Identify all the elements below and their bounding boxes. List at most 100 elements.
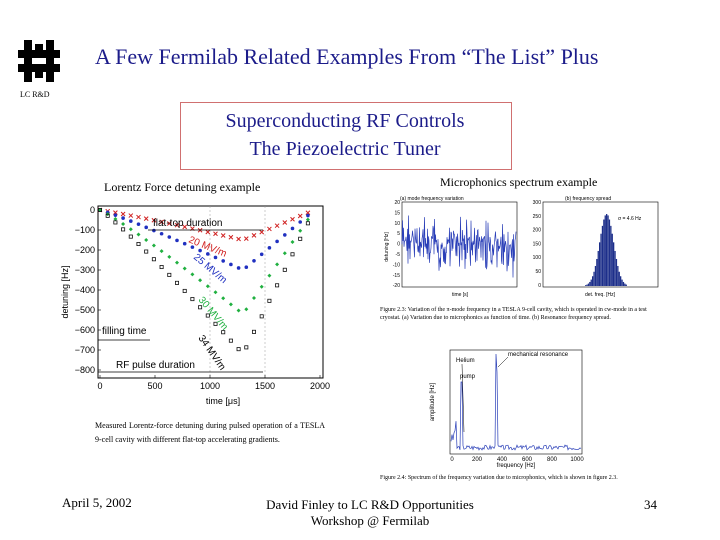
microphonics-caption: Microphonics spectrum example xyxy=(440,175,598,189)
y-tick-label: 0 xyxy=(90,205,95,215)
y-tick-label: 200 xyxy=(533,228,542,234)
y-tick-label: 15 xyxy=(394,210,400,216)
microphonics-time-plot: (a) mode frequency variation (b) frequen… xyxy=(384,196,659,298)
g20-point xyxy=(228,234,234,240)
g30-point xyxy=(259,284,264,289)
g34-point xyxy=(213,321,218,326)
frequency-histogram xyxy=(585,214,627,286)
svg-text:amplitude [Hz]: amplitude [Hz] xyxy=(430,382,436,421)
g30-point xyxy=(213,290,218,295)
org-tag: LC R&D xyxy=(20,90,50,99)
g30-point xyxy=(275,262,280,267)
g25-point xyxy=(121,216,125,220)
g34-point xyxy=(221,330,226,335)
topic-line-2: The Piezoelectric Tuner xyxy=(249,138,441,160)
g30-point xyxy=(167,254,172,259)
svg-text:time [s]: time [s] xyxy=(452,292,469,298)
y-tick-label: 0 xyxy=(397,242,400,248)
g20-point xyxy=(143,216,149,222)
g20-point xyxy=(213,231,218,237)
g30-point xyxy=(128,227,133,232)
footer-line-2: Workshop @ Fermilab xyxy=(310,513,430,528)
x-tick-label: 0 xyxy=(450,457,454,463)
detuning-trace xyxy=(401,215,517,278)
pump-label: pump xyxy=(460,374,476,380)
topic-box xyxy=(180,102,512,170)
g34-point xyxy=(159,265,164,270)
g34-point xyxy=(190,297,195,302)
x-tick-label: 500 xyxy=(147,381,162,391)
g20-point xyxy=(297,213,303,219)
microphonics-spectrum-plot: 0 200 400 600 800 1000 amplitude [Hz] frequen… xyxy=(430,349,584,469)
g34-point xyxy=(228,338,233,343)
svg-text:det. freq. [Hz]: det. freq. [Hz] xyxy=(585,292,616,298)
slide-footer: David Finley to LC R&D Opportunities Wor… xyxy=(250,497,490,529)
y-tick-label: −200 xyxy=(75,245,95,255)
g25-point xyxy=(129,219,133,223)
g34-point xyxy=(236,347,241,352)
g34-point xyxy=(298,236,303,241)
g20-point xyxy=(267,226,272,232)
g20-point xyxy=(182,224,188,230)
y-tick-label: 20 xyxy=(394,200,400,206)
g30-point xyxy=(121,222,126,227)
y-tick-label: -15 xyxy=(393,273,400,279)
svg-text:detuning [Hz]: detuning [Hz] xyxy=(384,232,390,262)
y-tick-label: −300 xyxy=(75,265,95,275)
g34-point xyxy=(290,252,295,257)
rf-pulse-label: RF pulse duration xyxy=(116,360,195,371)
y-tick-label: 0 xyxy=(538,283,541,289)
g34-point xyxy=(205,313,210,318)
lorentz-detuning-plot: 0 −100 −200 −300 −400 −500 −600 −700 −800 0 500 10… xyxy=(60,205,330,406)
slide-title: A Few Fermilab Related Examples From “Th… xyxy=(95,44,599,69)
g25-point xyxy=(275,239,279,244)
filling-time-label: filling time xyxy=(102,326,147,337)
g34-point xyxy=(113,220,118,225)
g34-point xyxy=(275,283,280,288)
g30-point xyxy=(290,240,295,244)
g30-point xyxy=(144,238,149,243)
g20-point xyxy=(282,220,288,225)
g30-point xyxy=(151,243,156,248)
g34-point xyxy=(244,345,249,350)
g34-point xyxy=(136,242,141,247)
g34-point xyxy=(182,288,187,293)
microphonics-caption-a: Figure 2.3: Variation of the π-mode freq… xyxy=(380,307,647,321)
g34-point xyxy=(259,314,264,319)
g20-point xyxy=(166,221,172,226)
g30-point xyxy=(198,278,203,283)
spectrum-trace xyxy=(450,353,582,451)
g20-point xyxy=(251,233,257,238)
g30-point xyxy=(252,296,256,300)
g20-point xyxy=(259,229,265,235)
g34-point xyxy=(144,249,149,254)
g34-point xyxy=(305,221,310,226)
x-tick-label: 2000 xyxy=(310,381,330,391)
g25-point xyxy=(290,226,295,231)
panel-a-title: (a) mode frequency variation xyxy=(400,196,464,202)
g20-point xyxy=(113,210,118,215)
g30-point xyxy=(305,217,310,222)
x-tick-label: 0 xyxy=(97,381,102,391)
g34-point xyxy=(121,227,126,232)
y-tick-label: 50 xyxy=(535,269,541,275)
lorentz-figure-caption: Measured Lorentz-force detuning during p… xyxy=(95,421,325,444)
g25-point xyxy=(244,265,249,270)
flat-top-label: flat-top duration xyxy=(153,218,223,229)
y-tick-label: -5 xyxy=(396,252,401,258)
g34-point xyxy=(151,257,156,262)
g25-point xyxy=(182,241,187,246)
g25-point xyxy=(283,233,287,237)
svg-text:frequency [Hz]: frequency [Hz] xyxy=(497,463,536,469)
y-tick-label: −500 xyxy=(75,305,95,315)
g20-point xyxy=(128,213,134,218)
g30-point xyxy=(190,272,195,277)
mech-resonance-label: mechanical resonance xyxy=(508,352,569,358)
g34-point xyxy=(282,267,287,272)
page-number: 34 xyxy=(644,497,657,512)
g20-point xyxy=(305,210,311,216)
panel-b-title: (b) frequency spread xyxy=(565,196,611,202)
g25-point xyxy=(259,252,264,257)
y-tick-label: −100 xyxy=(75,225,95,235)
g25-point xyxy=(190,245,195,249)
